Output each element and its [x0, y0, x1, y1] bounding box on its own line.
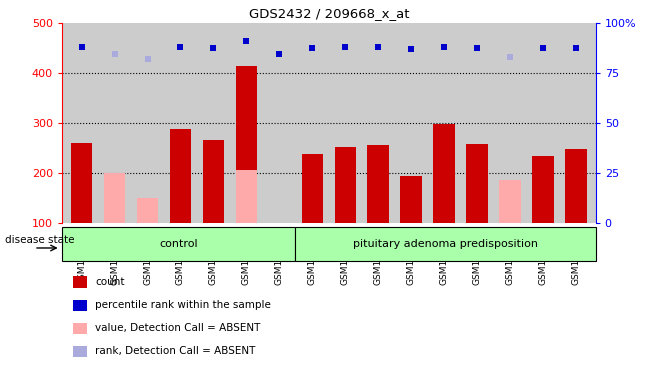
Bar [170, 129, 191, 223]
Bar [565, 149, 587, 223]
Text: control: control [159, 239, 198, 249]
Bar [236, 170, 257, 223]
Text: rank, Detection Call = ABSENT: rank, Detection Call = ABSENT [96, 346, 256, 356]
Text: value, Detection Call = ABSENT: value, Detection Call = ABSENT [96, 323, 261, 333]
Bar [72, 300, 87, 311]
Bar [202, 141, 224, 223]
Text: pituitary adenoma predisposition: pituitary adenoma predisposition [353, 239, 538, 249]
Bar [296, 227, 596, 261]
Text: disease state: disease state [5, 235, 74, 245]
Bar [499, 180, 521, 223]
Bar [104, 173, 125, 223]
Title: GDS2432 / 209668_x_at: GDS2432 / 209668_x_at [249, 7, 409, 20]
Text: percentile rank within the sample: percentile rank within the sample [96, 300, 271, 310]
Bar [367, 146, 389, 223]
Bar [533, 156, 553, 223]
Bar [62, 227, 296, 261]
Bar [72, 346, 87, 357]
Bar [466, 144, 488, 223]
Bar [335, 147, 356, 223]
Bar [72, 276, 87, 288]
Text: count: count [96, 277, 125, 287]
Bar [434, 124, 455, 223]
Bar [71, 143, 92, 223]
Bar [137, 198, 158, 223]
Bar [236, 66, 257, 223]
Bar [72, 323, 87, 334]
Bar [301, 154, 323, 223]
Bar [400, 176, 422, 223]
